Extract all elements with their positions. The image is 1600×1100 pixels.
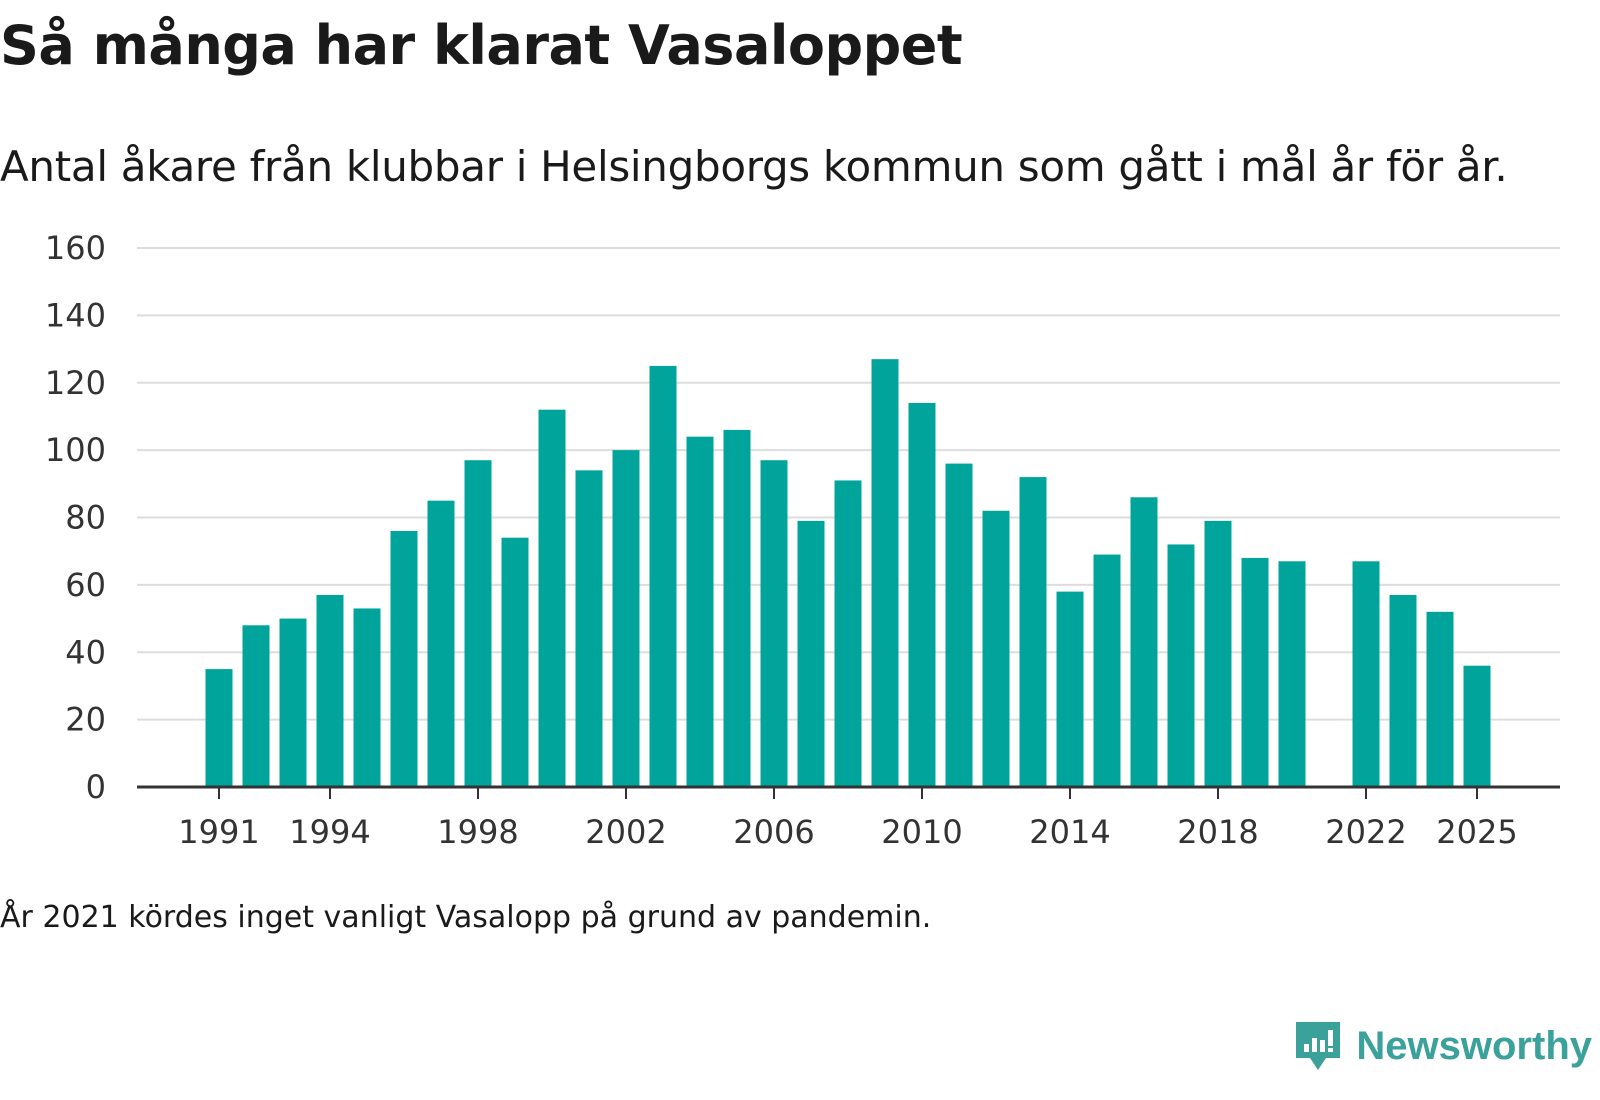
bar-2003 <box>649 365 677 787</box>
footnote: År 2021 kördes inget vanligt Vasalopp på… <box>0 900 932 935</box>
bar-1994 <box>316 594 344 787</box>
bar-2011 <box>945 463 973 787</box>
bar-2009 <box>871 359 899 787</box>
bar-2005 <box>723 429 751 787</box>
y-tick-label: 20 <box>65 701 106 739</box>
bar-1998 <box>464 460 492 787</box>
bar-1995 <box>353 608 381 787</box>
x-tick-label: 2010 <box>881 813 962 850</box>
y-tick-label: 120 <box>45 364 106 402</box>
bar-2022 <box>1352 561 1380 787</box>
bar-2017 <box>1167 544 1195 787</box>
chart-subtitle: Antal åkare från klubbar i Helsingborgs … <box>0 142 1508 191</box>
bar-2006 <box>760 460 788 787</box>
bar-chart: 0 20 40 60 80 100 120 140 160 1991 1994 1998 2002 200… <box>45 229 1560 850</box>
bar-2000 <box>538 409 566 787</box>
brand-name: Newsworthy <box>1356 1023 1592 1068</box>
bar-2015 <box>1093 554 1121 787</box>
bar-1997 <box>427 500 455 787</box>
x-tick-label: 2025 <box>1436 813 1517 850</box>
x-tick-label: 2006 <box>733 813 814 850</box>
bar-2013 <box>1019 477 1047 787</box>
bar-2014 <box>1056 591 1084 787</box>
bar-2016 <box>1130 497 1158 787</box>
x-tick-label: 2022 <box>1325 813 1406 850</box>
bar-2012 <box>982 510 1010 787</box>
bar-2020 <box>1278 561 1306 787</box>
x-tick-label: 2018 <box>1177 813 1258 850</box>
x-tick-label: 1991 <box>178 813 259 850</box>
bar-1999 <box>501 537 529 787</box>
bar-2004 <box>686 436 714 787</box>
bar-1993 <box>279 618 307 787</box>
bar-1991 <box>205 669 233 787</box>
bar-1996 <box>390 530 418 787</box>
y-tick-label: 80 <box>65 499 106 537</box>
y-tick-label: 60 <box>65 566 106 604</box>
bar-2001 <box>575 470 603 787</box>
x-tick-label: 2014 <box>1029 813 1110 850</box>
bar-2024 <box>1426 611 1454 787</box>
bar-1992 <box>242 625 270 787</box>
brand-logo: Newsworthy <box>1290 1018 1592 1074</box>
y-tick-label: 100 <box>45 431 106 469</box>
y-tick-label: 0 <box>86 768 106 806</box>
bar-2007 <box>797 520 825 787</box>
bar-2008 <box>834 480 862 787</box>
y-tick-label: 40 <box>65 633 106 671</box>
x-tick-label: 2002 <box>585 813 666 850</box>
chart-title: Så många har klarat Vasaloppet <box>0 14 963 77</box>
x-tick-label: 1998 <box>437 813 518 850</box>
bar-2002 <box>612 450 640 787</box>
bar-2010 <box>908 402 936 787</box>
bar-2019 <box>1241 557 1269 787</box>
bar-2018 <box>1204 520 1232 787</box>
x-tick-label: 1994 <box>289 813 370 850</box>
bar-2023 <box>1389 594 1417 787</box>
y-tick-label: 140 <box>45 296 106 334</box>
newsworthy-logo-icon <box>1296 1022 1341 1070</box>
y-tick-label: 160 <box>45 229 106 267</box>
bar-2025 <box>1463 665 1491 787</box>
